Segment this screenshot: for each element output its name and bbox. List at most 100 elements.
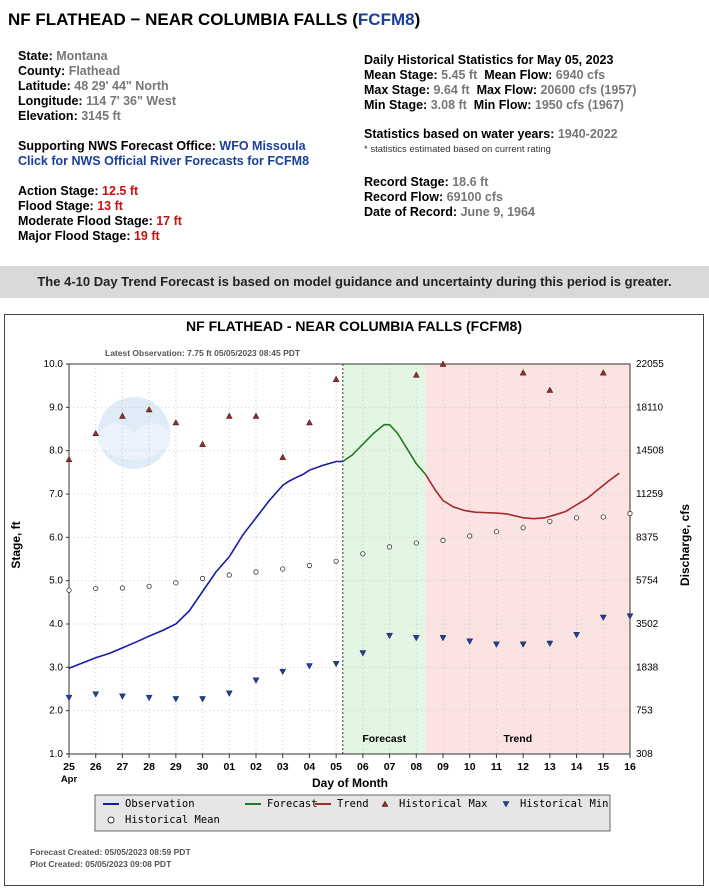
historical-mean-marker [333,558,339,564]
legend-box [94,794,611,832]
state-label: State: [18,49,53,63]
plot-layer: 1.0 308 2.0 753 3.0 1838 4.0 3502 5.0 5754 6.0 8375… [44,359,665,785]
x-tick-label: 15 [597,761,609,773]
legend-label-historical-max: Historical Max [399,798,488,810]
x-tick-label: 06 [357,761,369,773]
flood-stages-block: Action Stage: 12.5 ft Flood Stage: 13 ft… [18,184,182,244]
observation-line [68,460,343,669]
water-years-block: Statistics based on water years: 1940-20… [364,127,618,157]
forecast-created: Forecast Created: 05/05/2023 08:59 PDT [30,847,191,857]
historical-min-marker [279,668,287,676]
historical-max-marker [172,418,180,426]
historical-mean-marker [66,587,72,593]
title-prefix: NF FLATHEAD − NEAR COLUMBIA FALLS ( [8,10,358,29]
min-stage-label: Min Stage: [364,98,428,112]
flood-stage-row: Action Stage: 12.5 ft [18,184,182,199]
record-block: Record Stage: 18.6 ft Record Flow: 69100… [364,175,535,220]
water-years-label: Statistics based on water years: [364,127,555,141]
historical-max-marker [546,386,554,393]
forecast-line [342,423,427,476]
max-stage-value: 9.64 ft [433,83,470,97]
x-axis-label: Day of Month [312,776,388,790]
historical-mean-marker [440,537,446,543]
historical-mean-marker [467,533,473,539]
river-forecasts-link[interactable]: Click for NWS Official River Forecasts f… [18,154,310,168]
historical-mean-marker [627,510,633,517]
y-axis-label: Stage, ft [9,521,23,568]
historical-max-marker [225,412,233,419]
min-flow-value: 1950 cfs (1967) [534,98,624,112]
historical-min-marker [359,650,367,657]
x-tick-label: 25 [63,761,75,773]
historical-max-marker [199,440,206,447]
y-tick-label: 8.0 [49,446,63,457]
historical-mean-marker [547,518,553,524]
historical-mean-marker [306,562,313,569]
x-month-label: Apr [61,774,78,785]
historical-max-marker [145,405,153,413]
max-flow-label: Max Flow: [476,83,537,97]
y2-tick-label: 5754 [636,576,659,587]
elevation-label: Elevation: [18,109,78,123]
chart-legend: Observation Forecast Trend Historical Max Hi… [94,794,611,832]
record-stage-value: 18.6 ft [452,175,489,189]
x-tick-label: 28 [143,761,155,773]
historical-min-marker [65,694,73,702]
y2-tick-label: 18110 [636,402,664,413]
historical-min-marker [386,632,393,640]
x-tick-label: 12 [517,761,529,773]
latitude-label: Latitude: [18,79,71,93]
y2-tick-label: 308 [636,749,653,760]
historical-min-marker [573,632,580,639]
x-tick-label: 29 [170,761,182,773]
x-tick-label: 07 [384,761,396,773]
state-value: Montana [56,49,108,63]
legend-label-trend: Trend [337,798,369,810]
x-tick-label: 01 [223,761,235,773]
y-tick-label: 7.0 [49,489,63,500]
trend-region [425,364,630,754]
y-tick-label: 2.0 [49,706,63,717]
historical-mean-marker [253,569,259,575]
x-tick-label: 10 [464,761,476,773]
historical-max-marker [599,369,607,376]
y2-tick-label: 11259 [636,489,664,500]
historical-min-marker [626,613,634,620]
moderate-stage-value: 17 ft [156,214,182,228]
record-date-label: Date of Record: [364,205,458,219]
daily-stats-block: Daily Historical Statistics for May 05, … [364,53,636,113]
office-link[interactable]: WFO Missoula [219,139,306,153]
y-tick-label: 10.0 [44,359,64,370]
mean-flow-value: 6940 cfs [555,68,606,82]
y2-tick-label: 753 [636,706,653,717]
y2-tick-label: 22055 [636,359,664,370]
historical-mean-marker [573,515,580,521]
historical-mean-marker [226,572,232,578]
flood-stage-value: 13 ft [97,199,123,213]
historical-min-marker [546,640,554,648]
forecast-region-label: Forecast [362,733,406,745]
trend-line [424,472,620,520]
plot-created: Plot Created: 05/05/2023 09:08 PDT [30,859,172,869]
y2-tick-label: 14508 [636,446,664,457]
record-flow-value: 69100 cfs [446,190,503,204]
flood-stage-row: Moderate Flood Stage: 17 ft [18,214,182,229]
legend-swatch-historical-mean [107,816,115,824]
county-label: County: [18,64,66,78]
historical-min-marker [172,696,180,703]
record-stage-label: Record Stage: [364,175,449,189]
legend-label-observation: Observation [125,798,195,810]
historical-min-marker [439,635,447,642]
historical-max-marker [92,429,100,437]
historical-max-marker [439,360,447,367]
historical-max-marker [252,412,260,419]
county-value: Flathead [68,64,121,78]
support-block: Supporting NWS Forecast Office: WFO Miss… [18,139,309,169]
rating-note: * statistics estimated based on current … [364,144,551,155]
x-tick-label: 08 [410,761,422,773]
x-tick-label: 30 [197,761,209,773]
plot-frame [68,363,631,755]
historical-min-marker [332,661,340,668]
min-stage-value: 3.08 ft [430,98,467,112]
legend-swatch-historical-min [502,801,510,808]
